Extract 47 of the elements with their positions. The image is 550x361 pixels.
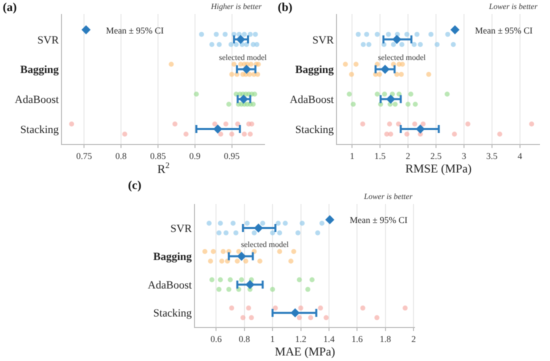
legend-label: Mean ± 95% CI [106, 25, 164, 36]
y-tick-label: Bagging [295, 64, 334, 76]
annotation: selected model [219, 53, 268, 62]
x-axis-title: R$^{2}$ [157, 160, 170, 176]
x-tick-label: 0.85 [150, 150, 166, 161]
x-tick-label: 3.5 [486, 150, 498, 161]
chart-title: (b) [278, 0, 292, 14]
x-axis-title: RMSE (MPa) [405, 162, 472, 176]
x-tick-label: 2.5 [430, 150, 442, 161]
annotation: selected model [378, 53, 427, 62]
y-tick-label: SVR [37, 34, 60, 46]
y-tick-label: Stacking [153, 308, 192, 320]
x-tick-label: 1 [270, 334, 275, 344]
x-tick-label: 0.8 [115, 150, 128, 161]
x-tick-label: 0.6 [210, 334, 222, 344]
x-tick-label: 1.6 [352, 334, 364, 344]
y-tick-label: SVR [312, 34, 334, 46]
x-tick-label: 2 [406, 150, 410, 161]
x-tick-label: 1.8 [380, 334, 392, 344]
x-tick-label: 1.5 [374, 150, 386, 161]
y-tick-label: AdaBoost [290, 94, 334, 106]
text: Lower is better [363, 192, 414, 201]
y-tick-label: Bagging [20, 64, 60, 76]
y-tick-label: Bagging [153, 251, 192, 264]
y-tick-label: Stacking [20, 124, 60, 136]
x-tick-label: 0.8 [238, 334, 250, 344]
y-tick-label: SVR [170, 222, 192, 235]
y-tick-label: Stacking [295, 124, 334, 136]
y-tick-label: AdaBoost [14, 94, 59, 106]
x-tick-label: 4 [518, 150, 523, 161]
text: Lower is better [488, 2, 538, 11]
legend-label: Mean ± 95% CI [474, 25, 533, 36]
text: Higher is better [210, 2, 263, 11]
chart-title: (a) [2, 0, 17, 14]
x-tick-label: 0.95 [224, 150, 240, 161]
legend-label: Mean ± 95% CI [350, 215, 408, 226]
x-tick-label: 3 [462, 150, 467, 161]
x-tick-label: 0.75 [76, 150, 93, 161]
x-tick-label: 1 [350, 150, 354, 161]
x-tick-label: 2 [411, 334, 416, 344]
x-tick-label: 1.4 [323, 334, 336, 344]
x-tick-label: 1.2 [295, 334, 306, 344]
y-tick-label: AdaBoost [148, 279, 192, 292]
x-axis-title: MAE (MPa) [274, 344, 336, 359]
chart-title: (c) [128, 178, 142, 192]
x-tick-label: 0.9 [189, 150, 201, 161]
annotation: selected model [241, 240, 290, 249]
